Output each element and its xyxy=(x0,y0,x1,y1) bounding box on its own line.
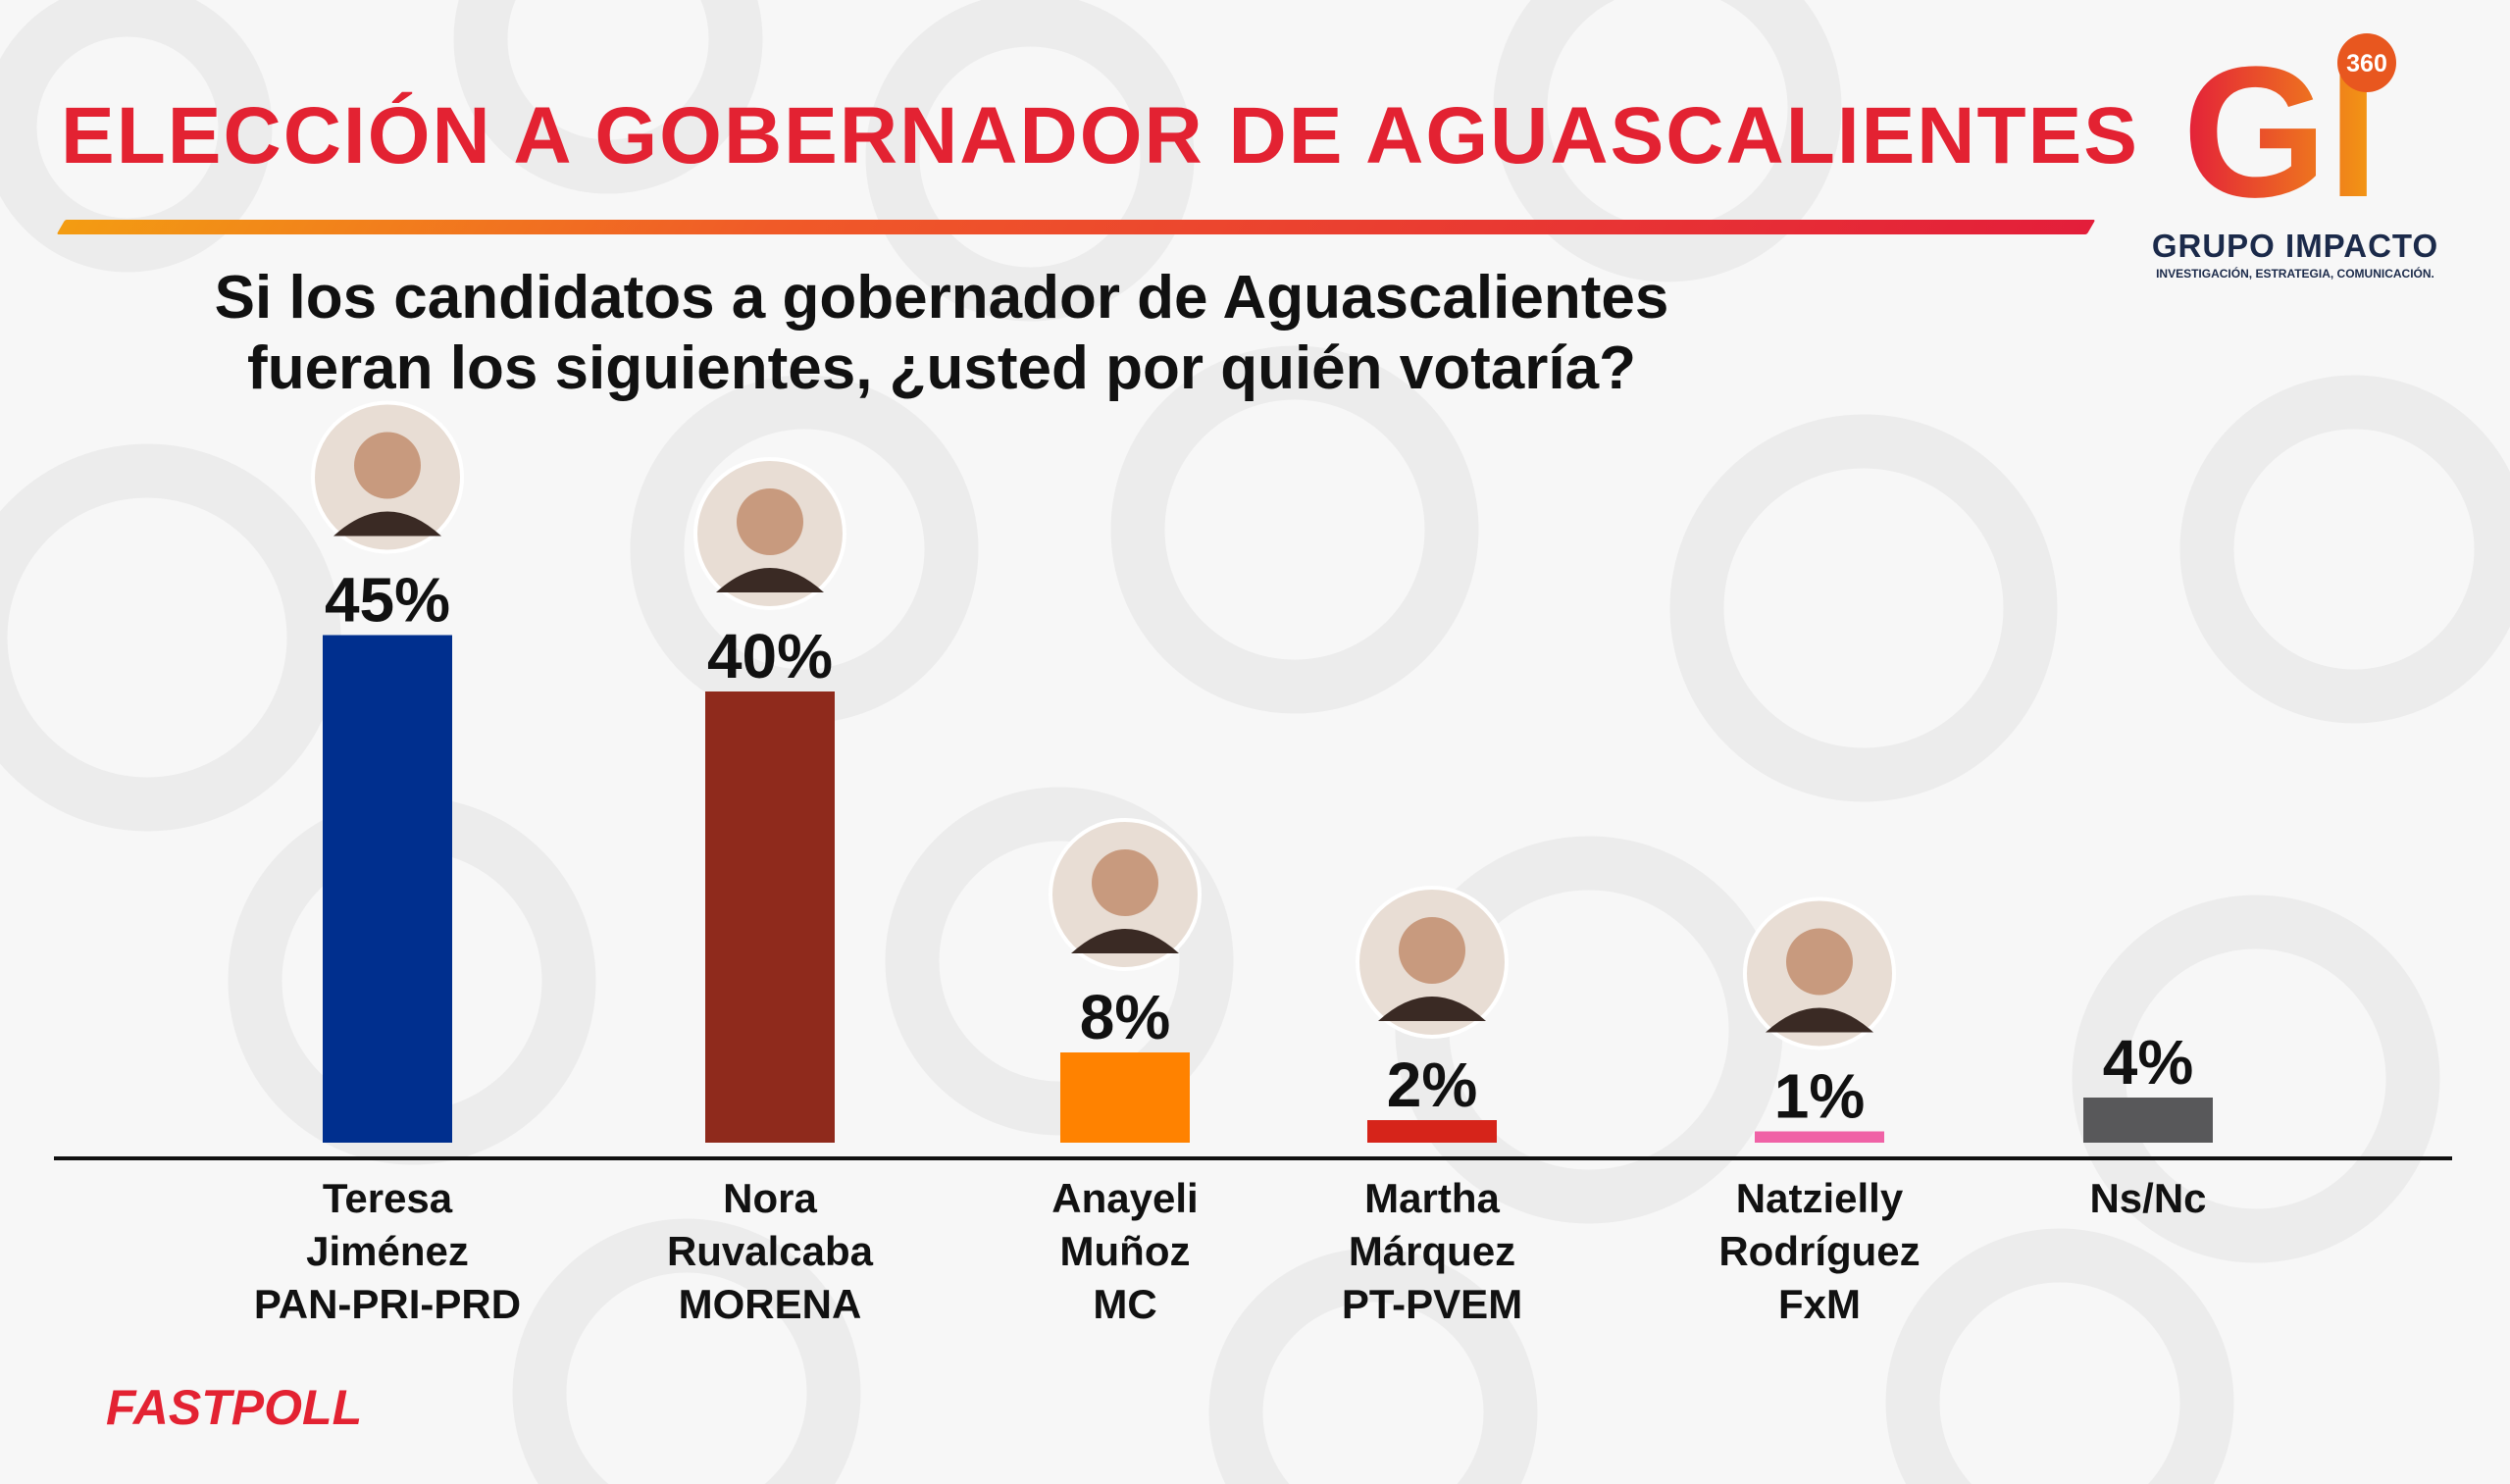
category-label-4-line-1: Martha xyxy=(1364,1175,1500,1221)
category-label-2-line-3: MORENA xyxy=(679,1281,862,1327)
candidate-face-4 xyxy=(1399,917,1465,984)
candidate-face-2 xyxy=(737,488,803,555)
page-title: ELECCIÓN A GOBERNADOR DE AGUASCALIENTES xyxy=(61,91,2139,180)
bar-4 xyxy=(1367,1120,1497,1143)
value-label-2: 40% xyxy=(707,621,833,691)
category-label-6-line-1: Ns/Nc xyxy=(2089,1175,2206,1221)
source-label: FASTPOLL xyxy=(106,1380,363,1435)
category-label-2-line-1: Nora xyxy=(723,1175,817,1221)
logo-badge xyxy=(2337,33,2396,92)
value-label-4: 2% xyxy=(1387,1049,1478,1120)
category-label-2-line-2: Ruvalcaba xyxy=(667,1228,874,1274)
candidate-shoulders-1 xyxy=(333,511,441,537)
gi-logo-mark: GI 360 xyxy=(2182,28,2396,236)
category-label-3-line-2: Muñoz xyxy=(1060,1228,1191,1274)
bar-3 xyxy=(1060,1052,1190,1143)
category-label-5-line-1: Natzielly xyxy=(1736,1175,1904,1221)
candidate-face-5 xyxy=(1786,928,1853,996)
logo-tagline: INVESTIGACIÓN, ESTRATEGIA, COMUNICACIÓN. xyxy=(2156,267,2434,281)
candidate-shoulders-2 xyxy=(716,568,824,592)
category-label-5-line-3: FxM xyxy=(1778,1281,1861,1327)
category-label-4-line-2: Márquez xyxy=(1349,1228,1515,1274)
logo-badge-text: 360 xyxy=(2346,50,2387,77)
category-label-5-line-2: Rodríguez xyxy=(1718,1228,1920,1274)
candidate-shoulders-5 xyxy=(1766,1007,1873,1033)
value-label-5: 1% xyxy=(1774,1061,1866,1132)
value-label-3: 8% xyxy=(1080,982,1171,1052)
logo-name: GRUPO IMPACTO xyxy=(2151,228,2439,264)
chart-question: Si los candidatos a gobernador de Aguasc… xyxy=(214,264,1669,402)
candidate-face-3 xyxy=(1092,849,1158,916)
bar-5 xyxy=(1755,1131,1884,1143)
value-label-1: 45% xyxy=(325,565,450,636)
category-label-1-line-3: PAN-PRI-PRD xyxy=(254,1281,521,1327)
category-label-4-line-3: PT-PVEM xyxy=(1342,1281,1522,1327)
category-label-3-line-1: Anayeli xyxy=(1051,1175,1198,1221)
category-label-3-line-3: MC xyxy=(1093,1281,1156,1327)
value-label-6: 4% xyxy=(2103,1027,2194,1098)
candidate-shoulders-4 xyxy=(1378,997,1486,1021)
candidate-face-1 xyxy=(354,432,421,499)
bar-1 xyxy=(323,635,452,1143)
category-label-1-line-1: Teresa xyxy=(323,1175,453,1221)
candidate-shoulders-3 xyxy=(1071,929,1179,953)
grupo-impacto-logo: GI 360 GRUPO IMPACTO INVESTIGACIÓN, ESTR… xyxy=(2128,28,2462,294)
bar-6 xyxy=(2083,1098,2213,1143)
bar-2 xyxy=(705,691,835,1143)
category-label-1-line-2: Jiménez xyxy=(306,1228,469,1274)
